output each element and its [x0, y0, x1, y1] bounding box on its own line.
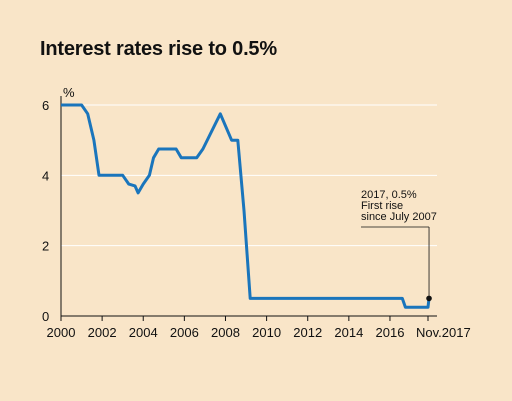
series-layer [61, 103, 431, 309]
y-tick-label: 4 [42, 168, 49, 183]
chart-title: Interest rates rise to 0.5% [40, 38, 277, 60]
annotation-text: 2017, 0.5% [361, 189, 417, 201]
y-tick-label: 0 [42, 309, 49, 324]
annotation-text: since July 2007 [361, 211, 437, 223]
annotation-text: First rise [361, 200, 403, 212]
x-tick-label: 2016 [376, 325, 405, 340]
x-tick-label: 2008 [211, 325, 240, 340]
x-axis-ticks: 2000 2002 2004 2006 2008 2010 2012 2014 2016 Nov.… [47, 316, 471, 340]
x-tick-label: 2006 [170, 325, 199, 340]
y-tick-label: 2 [42, 239, 49, 254]
x-tick-label: 2002 [88, 325, 117, 340]
x-tick-label: 2004 [129, 325, 158, 340]
y-axis-unit-label: % [63, 85, 75, 100]
annotation-point [426, 295, 432, 302]
y-axis-ticks: 0 2 4 6 [42, 98, 49, 324]
x-tick-label: 2012 [293, 325, 322, 340]
series-line [61, 103, 431, 309]
x-tick-label: Nov.2017 [416, 325, 471, 340]
x-tick-label: 2000 [47, 325, 76, 340]
x-tick-label: 2014 [334, 325, 363, 340]
axes [60, 96, 437, 317]
y-tick-label: 6 [42, 98, 49, 113]
x-tick-label: 2010 [252, 325, 281, 340]
